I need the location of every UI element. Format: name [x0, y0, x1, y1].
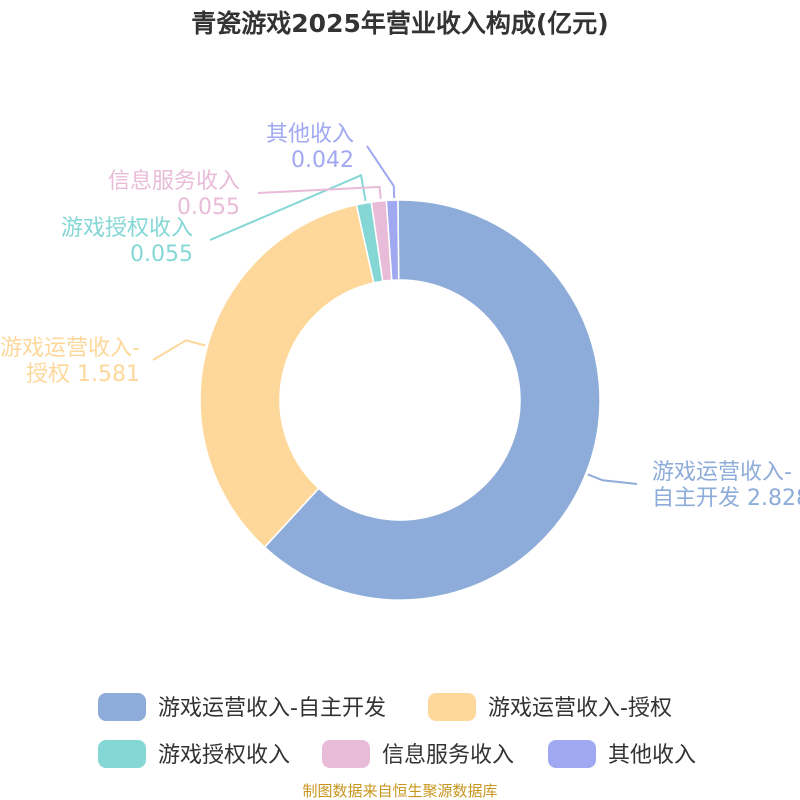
legend-label-5: 其他收入 [608, 743, 696, 768]
legend-swatch-1 [98, 693, 146, 721]
slice-label-5-line-1: 其他收入 [266, 122, 354, 147]
legend-swatch-5 [548, 740, 596, 768]
slice-5 [385, 199, 400, 282]
leader-line-2 [152, 339, 206, 361]
slice-label-3-line-1: 游戏授权收入 [61, 216, 193, 241]
leader-line-3 [209, 173, 367, 241]
leader-line-5 [366, 145, 396, 199]
legend-swatch-3 [98, 740, 146, 768]
slices-group [199, 199, 601, 601]
legend-label-3: 游戏授权收入 [158, 743, 290, 768]
source-note: 制图数据来自恒生聚源数据库 [302, 782, 497, 800]
legend-label-4: 信息服务收入 [382, 743, 514, 768]
leader-lines-group [152, 145, 638, 485]
slice-label-1-line-1: 游戏运营收入- [652, 460, 792, 485]
chart-title: 青瓷游戏2025年营业收入构成(亿元) [191, 9, 608, 38]
slice-label-4-line-1: 信息服务收入 [108, 169, 240, 194]
slice-2 [199, 203, 375, 549]
slice-label-1-line-2: 自主开发 2.828 [652, 486, 800, 511]
slice-1 [263, 199, 601, 601]
slice-label-3-line-2: 0.055 [130, 242, 193, 267]
slice-label-4-line-2: 0.055 [177, 195, 240, 220]
legend-label-2: 游戏运营收入-授权 [488, 696, 672, 721]
legend-label-1: 游戏运营收入-自主开发 [158, 696, 386, 721]
slice-label-2-line-2: 授权 1.581 [26, 362, 140, 387]
legend-swatch-4 [322, 740, 370, 768]
slice-label-5-line-2: 0.042 [291, 148, 354, 173]
slice-label-2-line-1: 游戏运营收入- [0, 336, 140, 361]
leader-line-1 [587, 473, 638, 485]
leader-line-4 [257, 185, 382, 200]
legend-swatch-2 [428, 693, 476, 721]
